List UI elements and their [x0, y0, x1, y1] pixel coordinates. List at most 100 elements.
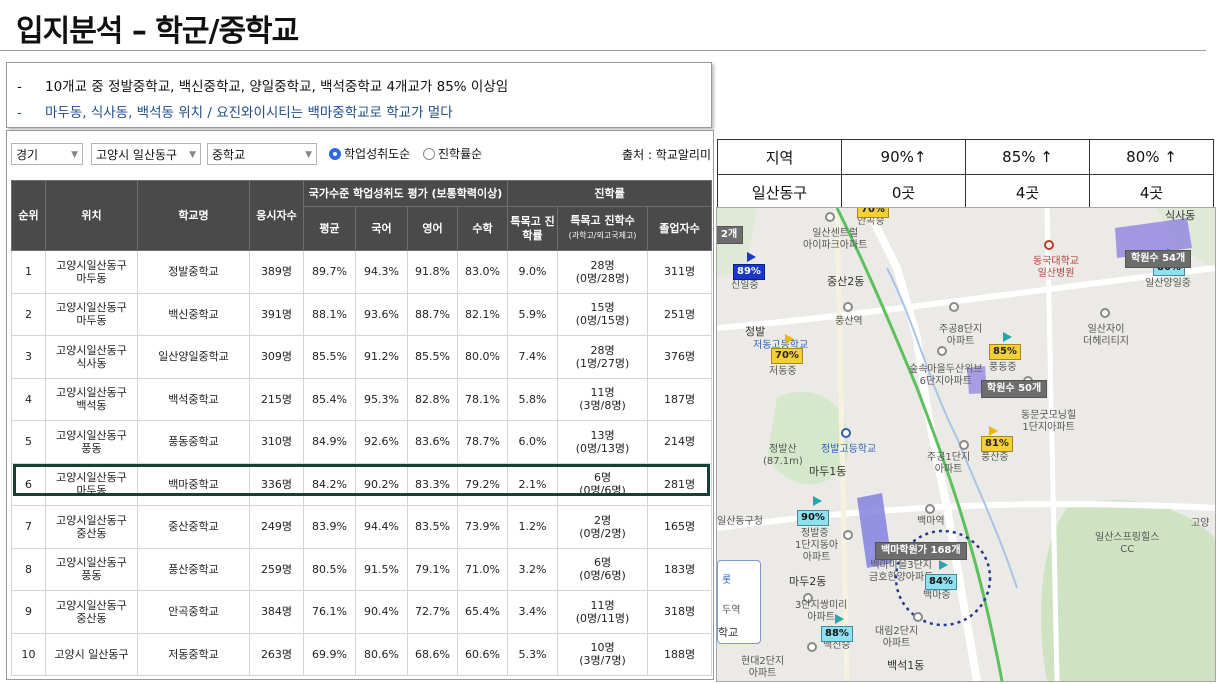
- achievement-badge[interactable]: 88%: [821, 626, 853, 642]
- map-label: 대림2단지 아파트: [875, 626, 919, 649]
- special-count-cell: 28명 (0명/28명): [557, 250, 649, 294]
- avg-cell: 83.9%: [303, 505, 356, 549]
- map-info-box[interactable]: 롯 두역 학교: [717, 560, 761, 644]
- radio-checked-icon: [329, 148, 341, 160]
- hospital-icon: [1044, 240, 1054, 250]
- english-cell: 88.7%: [407, 292, 458, 336]
- graduates-cell: 165명: [647, 505, 713, 549]
- korean-cell: 80.6%: [355, 632, 408, 676]
- col-header-english[interactable]: 영어: [407, 206, 458, 251]
- english-cell: 82.8%: [407, 377, 458, 421]
- col-header-special-rate[interactable]: 특목고 진학률: [507, 206, 559, 251]
- table-row[interactable]: 5 고양시일산동구 풍동 풍동중학교 310명 84.9% 92.6% 83.6% 78.7% 6…: [11, 420, 713, 464]
- graduates-cell: 187명: [647, 377, 713, 421]
- col-header-special-count[interactable]: 특목고 진학수 (과학고/외고국제고): [557, 206, 649, 251]
- radio-unchecked-icon: [423, 148, 435, 160]
- english-cell: 91.8%: [407, 250, 458, 294]
- rank-cell: 4: [11, 377, 46, 421]
- apartment-icon: [949, 302, 959, 312]
- bullet-item: - 마두동, 식사동, 백석동 위치 / 요진와이시티는 백마중학교로 학교가 멀…: [17, 105, 453, 121]
- map-label: 롯: [722, 575, 732, 586]
- special-rate-cell: 3.4%: [507, 590, 559, 634]
- table-row[interactable]: 7 고양시일산동구 중산동 중산중학교 249명 83.9% 94.4% 83.5% 73.9%…: [11, 505, 713, 549]
- school-district-map[interactable]: 식사동 동국대학교 일산병원 일산센트럴 아이파크아파트 안곡중 중산2동 풍산역 …: [716, 207, 1216, 682]
- map-label: 주공1단지 아파트: [927, 452, 971, 475]
- map-label: 저동고등학교: [753, 340, 809, 351]
- rank-cell: 9: [11, 590, 46, 634]
- map-label: 일산동구청: [717, 516, 763, 527]
- table-row[interactable]: 3 고양시일산동구 식사동 일산양일중학교 309명 85.5% 91.2% 85.5% 80.…: [11, 335, 713, 379]
- filter-bar: 경기 ▼ 고양시 일산동구 ▼ 중학교 ▼ 학업성취도순 진학률순 출처 : 학교알리…: [11, 143, 711, 167]
- english-cell: 79.1%: [407, 547, 458, 591]
- applicants-cell: 249명: [249, 505, 304, 549]
- table-row[interactable]: 2 고양시일산동구 마두동 백신중학교 391명 88.1% 93.6% 88.7% 82.1%…: [11, 292, 713, 336]
- map-label: 백석1동: [887, 659, 925, 672]
- map-label: 풍산중: [981, 452, 1009, 463]
- col-header-korean[interactable]: 국어: [355, 206, 408, 251]
- apartment-icon: [959, 440, 969, 450]
- location-cell: 고양시일산동구 마두동: [45, 292, 138, 336]
- achievement-badge[interactable]: 84%: [925, 574, 957, 590]
- sort-radio-achievement[interactable]: 학업성취도순: [329, 145, 410, 162]
- special-count-cell: 13명 (0명/13명): [557, 420, 649, 464]
- math-cell: 78.7%: [456, 420, 509, 464]
- col-header-location[interactable]: 위치: [45, 180, 138, 251]
- summary-header-80: 80% ↑: [1089, 139, 1214, 175]
- achievement-badge[interactable]: 90%: [797, 510, 829, 526]
- achievement-badge[interactable]: 81%: [981, 436, 1013, 452]
- school-cell: 정발중학교: [137, 250, 250, 294]
- location-cell: 고양시일산동구 식사동: [45, 335, 138, 379]
- special-rate-cell: 5.8%: [507, 377, 559, 421]
- summary-bullets: -10개교 중 정발중학교, 백신중학교, 양일중학교, 백석중학교 4개교가 …: [6, 62, 712, 128]
- achievement-badge[interactable]: 70%: [771, 348, 803, 364]
- col-header-applicants[interactable]: 응시자수: [249, 180, 304, 251]
- map-label: 백마역: [917, 516, 945, 527]
- korean-cell: 94.3%: [355, 250, 408, 294]
- col-header-graduates[interactable]: 졸업자수: [647, 206, 713, 251]
- applicants-cell: 389명: [249, 250, 304, 294]
- table-row[interactable]: 10 고양시 일산동구 저동중학교 263명 69.9% 80.6% 68.6% 60.6% 5…: [11, 632, 713, 676]
- special-rate-cell: 3.2%: [507, 547, 559, 591]
- table-row[interactable]: 8 고양시일산동구 풍동 풍산중학교 259명 80.5% 91.5% 79.1% 71.0% 3…: [11, 547, 713, 591]
- map-label: 정발: [745, 325, 766, 338]
- region-select[interactable]: 경기 ▼: [11, 143, 83, 165]
- korean-cell: 95.3%: [355, 377, 408, 421]
- col-header-rank[interactable]: 순위: [11, 180, 46, 251]
- applicants-cell: 215명: [249, 377, 304, 421]
- special-count-cell: 15명 (0명/15명): [557, 292, 649, 336]
- col-header-school[interactable]: 학교명: [137, 180, 250, 251]
- applicants-cell: 336명: [249, 462, 304, 506]
- sort-radio-advancement[interactable]: 진학률순: [423, 145, 482, 162]
- school-cell: 풍동중학교: [137, 420, 250, 464]
- school-flag-icon: [785, 334, 794, 344]
- location-cell: 고양시 일산동구: [45, 632, 138, 676]
- rank-cell: 8: [11, 547, 46, 591]
- col-header-math[interactable]: 수학: [456, 206, 509, 251]
- col-header-avg[interactable]: 평균: [303, 206, 356, 251]
- achievement-badge[interactable]: 89%: [733, 264, 765, 280]
- map-label: 1단지동아 아파트: [795, 540, 839, 563]
- map-background: [717, 208, 1215, 681]
- avg-cell: 84.2%: [303, 462, 356, 506]
- location-cell: 고양시일산동구 중산동: [45, 590, 138, 634]
- district-select[interactable]: 고양시 일산동구 ▼: [91, 143, 201, 165]
- special-count-cell: 2명 (0명/2명): [557, 505, 649, 549]
- achievement-badge[interactable]: 85%: [989, 344, 1021, 360]
- apartment-icon: [825, 212, 835, 222]
- table-row[interactable]: 1 고양시일산동구 마두동 정발중학교 389명 89.7% 94.3% 91.8% 83.0%…: [11, 250, 713, 294]
- table-row[interactable]: 9 고양시일산동구 중산동 안곡중학교 384명 76.1% 90.4% 72.7% 65.4%…: [11, 590, 713, 634]
- korean-cell: 93.6%: [355, 292, 408, 336]
- graduates-cell: 188명: [647, 632, 713, 676]
- korean-cell: 91.2%: [355, 335, 408, 379]
- rank-cell: 5: [11, 420, 46, 464]
- school-type-select[interactable]: 중학교 ▼: [207, 143, 317, 165]
- station-icon: [843, 302, 853, 312]
- school-cell: 저동중학교: [137, 632, 250, 676]
- korean-cell: 92.6%: [355, 420, 408, 464]
- map-label: 풍동중: [989, 362, 1017, 373]
- table-row[interactable]: 6 고양시일산동구 마두동 백마중학교 336명 84.2% 90.2% 83.3% 79.2%…: [11, 462, 713, 506]
- special-count-cell: 6명 (0명/6명): [557, 547, 649, 591]
- achievement-badge[interactable]: 70%: [857, 208, 889, 218]
- table-row[interactable]: 4 고양시일산동구 백석동 백석중학교 215명 85.4% 95.3% 82.8% 78.1%…: [11, 377, 713, 421]
- summary-header-90: 90%↑: [841, 139, 966, 175]
